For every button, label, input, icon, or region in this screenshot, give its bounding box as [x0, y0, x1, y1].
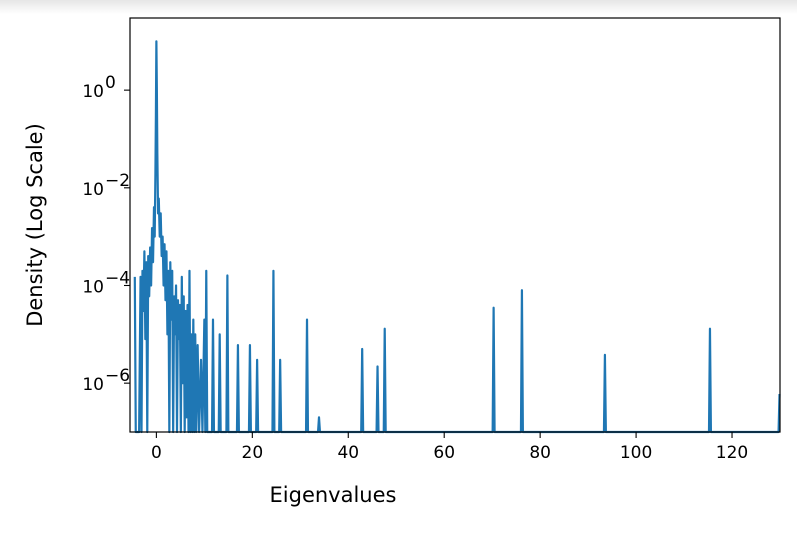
- x-tick-label: 80: [529, 443, 551, 463]
- y-tick-label-exponent: −4: [105, 268, 130, 288]
- y-tick-label-base: 10: [82, 375, 104, 395]
- y-tick-label-base: 10: [82, 180, 104, 200]
- plot-layer: [133, 40, 781, 434]
- y-tick-label-exponent: −6: [105, 366, 130, 386]
- plot-frame: [129, 17, 781, 433]
- x-tick-label: 0: [151, 443, 162, 463]
- x-tick-label: 120: [716, 443, 748, 463]
- y-tick-label-exponent: 0: [105, 73, 116, 93]
- window-top-shadow: [0, 0, 797, 14]
- y-axis-title: Density (Log Scale): [23, 123, 47, 327]
- x-tick-label: 100: [620, 443, 652, 463]
- x-axis-ticks: 0 20 40 60 80 100 120: [151, 432, 748, 463]
- x-axis-title: Eigenvalues: [270, 483, 397, 507]
- series-line-0: [133, 40, 781, 434]
- x-tick-label: 40: [337, 443, 359, 463]
- y-tick-label-base: 10: [82, 277, 104, 297]
- x-tick-label: 60: [433, 443, 455, 463]
- y-tick-label-base: 10: [82, 82, 104, 102]
- y-tick-label-exponent: −2: [105, 171, 130, 191]
- x-tick-label: 20: [242, 443, 264, 463]
